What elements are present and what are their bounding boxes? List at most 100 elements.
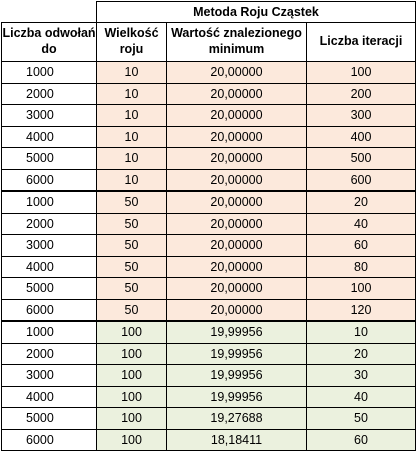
- minimum-value-cell: 20,00000: [166, 61, 307, 84]
- swarm-size-cell: 50: [96, 190, 167, 214]
- swarm-size-cell: 10: [96, 82, 167, 105]
- iterations-cell: 60: [305, 428, 416, 451]
- blank-corner-cell: [1, 1, 97, 23]
- iterations-cell: 20: [305, 342, 416, 365]
- table-row: 1000 10 20,00000 100: [1, 61, 416, 84]
- table-row: 4000 10 20,00000 400: [1, 125, 416, 148]
- table-body: 1000 10 20,00000 100 2000 10 20,00000 200 3000 10…: [1, 61, 416, 451]
- calls-cell: 4000: [1, 385, 97, 408]
- calls-cell: 1000: [1, 320, 97, 344]
- minimum-value-cell: 20,00000: [166, 147, 307, 170]
- table-row: 3000 50 20,00000 60: [1, 234, 416, 257]
- swarm-size-cell: 100: [96, 385, 167, 408]
- calls-cell: 5000: [1, 407, 97, 430]
- iterations-cell: 80: [305, 255, 416, 278]
- minimum-value-cell: 20,00000: [166, 298, 307, 322]
- swarm-size-cell: 10: [96, 104, 167, 127]
- table-row: 3000 10 20,00000 300: [1, 104, 416, 127]
- table-row: 4000 50 20,00000 80: [1, 255, 416, 278]
- calls-cell: 3000: [1, 364, 97, 387]
- minimum-value-cell: 19,27688: [166, 407, 307, 430]
- calls-cell: 4000: [1, 255, 97, 278]
- iterations-cell: 50: [305, 407, 416, 430]
- iterations-cell: 10: [305, 320, 416, 344]
- iterations-cell: 100: [305, 61, 416, 84]
- calls-cell: 6000: [1, 298, 97, 322]
- swarm-size-cell: 100: [96, 342, 167, 365]
- minimum-value-cell: 20,00000: [166, 234, 307, 257]
- minimum-value-cell: 19,99956: [166, 342, 307, 365]
- minimum-value-cell: 20,00000: [166, 277, 307, 300]
- swarm-size-cell: 100: [96, 428, 167, 451]
- swarm-size-cell: 50: [96, 212, 167, 235]
- column-header-row: Liczba odwołań do Wielkość roju Wartość …: [1, 22, 416, 62]
- minimum-value-cell: 20,00000: [166, 212, 307, 235]
- calls-cell: 6000: [1, 168, 97, 192]
- minimum-value-cell: 19,99956: [166, 385, 307, 408]
- column-header-swarm-size: Wielkość roju: [96, 22, 167, 62]
- calls-cell: 1000: [1, 61, 97, 84]
- iterations-cell: 20: [305, 190, 416, 214]
- minimum-value-cell: 19,99956: [166, 364, 307, 387]
- column-header-iterations: Liczba iteracji: [305, 22, 416, 62]
- minimum-value-cell: 20,00000: [166, 82, 307, 105]
- table-row: 3000 100 19,99956 30: [1, 364, 416, 387]
- swarm-size-cell: 50: [96, 234, 167, 257]
- iterations-cell: 600: [305, 168, 416, 192]
- column-header-minimum-value: Wartość znalezionego minimum: [166, 22, 307, 62]
- swarm-size-cell: 50: [96, 298, 167, 322]
- table-row: 6000 100 18,18411 60: [1, 428, 416, 451]
- iterations-cell: 30: [305, 364, 416, 387]
- column-header-calls: Liczba odwołań do: [1, 22, 97, 62]
- swarm-size-cell: 50: [96, 255, 167, 278]
- table-row: 1000 100 19,99956 10: [1, 320, 416, 344]
- swarm-size-cell: 50: [96, 277, 167, 300]
- swarm-size-cell: 100: [96, 407, 167, 430]
- swarm-size-cell: 10: [96, 125, 167, 148]
- table-row: 5000 50 20,00000 100: [1, 277, 416, 300]
- table-row: 1000 50 20,00000 20: [1, 190, 416, 214]
- iterations-cell: 400: [305, 125, 416, 148]
- table-row: 6000 10 20,00000 600: [1, 168, 416, 192]
- table-row: 2000 10 20,00000 200: [1, 82, 416, 105]
- iterations-cell: 500: [305, 147, 416, 170]
- minimum-value-cell: 20,00000: [166, 168, 307, 192]
- minimum-value-cell: 20,00000: [166, 125, 307, 148]
- calls-cell: 5000: [1, 147, 97, 170]
- iterations-cell: 40: [305, 385, 416, 408]
- calls-cell: 6000: [1, 428, 97, 451]
- iterations-cell: 100: [305, 277, 416, 300]
- table-row: 5000 10 20,00000 500: [1, 147, 416, 170]
- calls-cell: 4000: [1, 125, 97, 148]
- iterations-cell: 40: [305, 212, 416, 235]
- calls-cell: 1000: [1, 190, 97, 214]
- group-header-row: Metoda Roju Cząstek: [1, 1, 416, 23]
- swarm-size-cell: 10: [96, 168, 167, 192]
- table-row: 4000 100 19,99956 40: [1, 385, 416, 408]
- minimum-value-cell: 18,18411: [166, 428, 307, 451]
- calls-cell: 2000: [1, 82, 97, 105]
- iterations-cell: 200: [305, 82, 416, 105]
- iterations-cell: 60: [305, 234, 416, 257]
- method-title: Metoda Roju Cząstek: [95, 1, 416, 23]
- minimum-value-cell: 20,00000: [166, 104, 307, 127]
- calls-cell: 3000: [1, 234, 97, 257]
- table-row: 2000 100 19,99956 20: [1, 342, 416, 365]
- swarm-size-cell: 100: [96, 364, 167, 387]
- swarm-size-cell: 100: [96, 320, 167, 344]
- swarm-size-cell: 10: [96, 61, 167, 84]
- iterations-cell: 300: [305, 104, 416, 127]
- calls-cell: 5000: [1, 277, 97, 300]
- calls-cell: 2000: [1, 342, 97, 365]
- table-row: 5000 100 19,27688 50: [1, 407, 416, 430]
- table-row: 6000 50 20,00000 120: [1, 298, 416, 322]
- iterations-cell: 120: [305, 298, 416, 322]
- calls-cell: 2000: [1, 212, 97, 235]
- calls-cell: 3000: [1, 104, 97, 127]
- minimum-value-cell: 19,99956: [166, 320, 307, 344]
- table-row: 2000 50 20,00000 40: [1, 212, 416, 235]
- swarm-size-cell: 10: [96, 147, 167, 170]
- minimum-value-cell: 20,00000: [166, 255, 307, 278]
- minimum-value-cell: 20,00000: [166, 190, 307, 214]
